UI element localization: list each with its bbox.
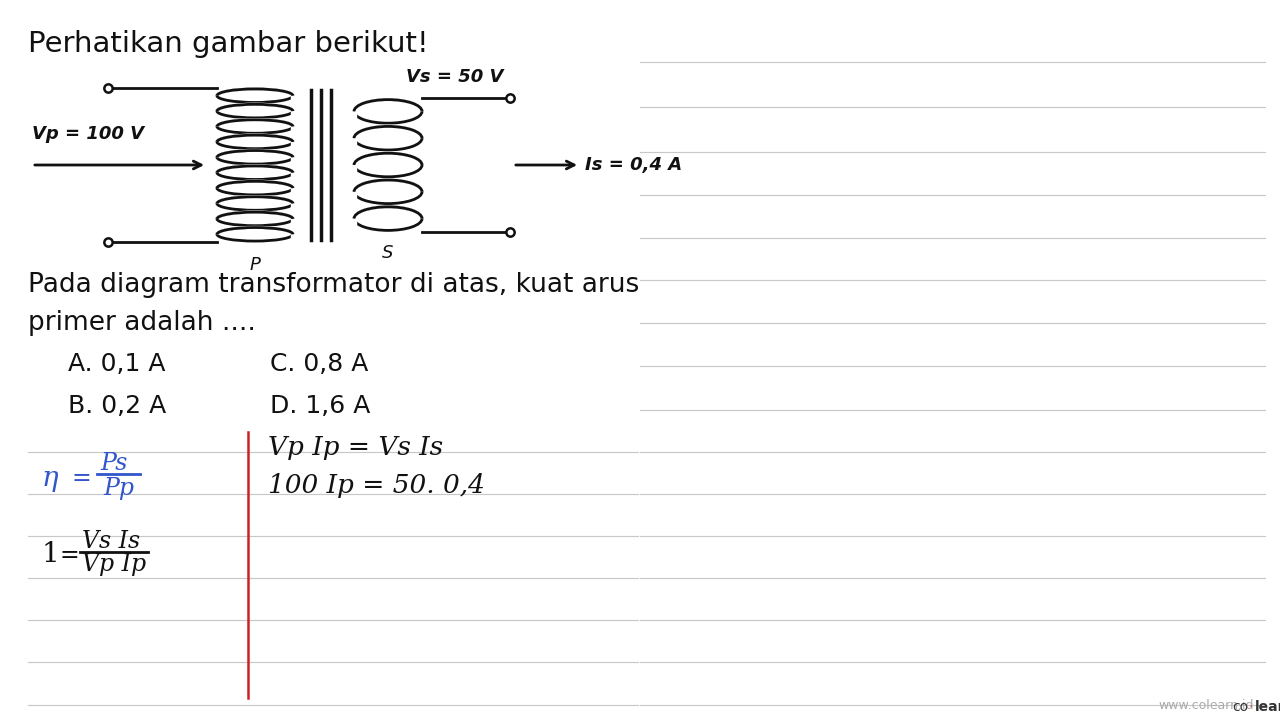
Text: S: S [383,244,394,262]
Text: 100 Ip = 50. 0,4: 100 Ip = 50. 0,4 [268,472,485,498]
Text: Is = 0,4 A: Is = 0,4 A [585,156,682,174]
Text: Vs = 50 V: Vs = 50 V [406,68,504,86]
Text: B. 0,2 A: B. 0,2 A [68,394,166,418]
Text: www.colearn.id: www.colearn.id [1158,699,1253,712]
Text: Vp Ip: Vp Ip [82,554,146,577]
Text: ·: · [1248,700,1252,714]
Text: =: = [60,543,79,567]
Text: Vp = 100 V: Vp = 100 V [32,125,143,143]
Text: 1: 1 [42,541,60,569]
Text: η: η [42,464,59,492]
Text: C. 0,8 A: C. 0,8 A [270,352,369,376]
Text: A. 0,1 A: A. 0,1 A [68,352,165,376]
Text: Perhatikan gambar berikut!: Perhatikan gambar berikut! [28,30,429,58]
Text: Ps: Ps [100,452,128,475]
Text: Pp: Pp [102,477,134,500]
Text: P: P [250,256,260,274]
Text: primer adalah ....: primer adalah .... [28,310,256,336]
Text: Vs Is: Vs Is [82,531,140,554]
Text: Vp Ip = Vs Is: Vp Ip = Vs Is [268,436,443,461]
Text: =: = [72,466,92,490]
Text: co: co [1231,700,1248,714]
Text: D. 1,6 A: D. 1,6 A [270,394,370,418]
Text: learn: learn [1254,700,1280,714]
Text: Pada diagram transformator di atas, kuat arus: Pada diagram transformator di atas, kuat… [28,272,639,298]
